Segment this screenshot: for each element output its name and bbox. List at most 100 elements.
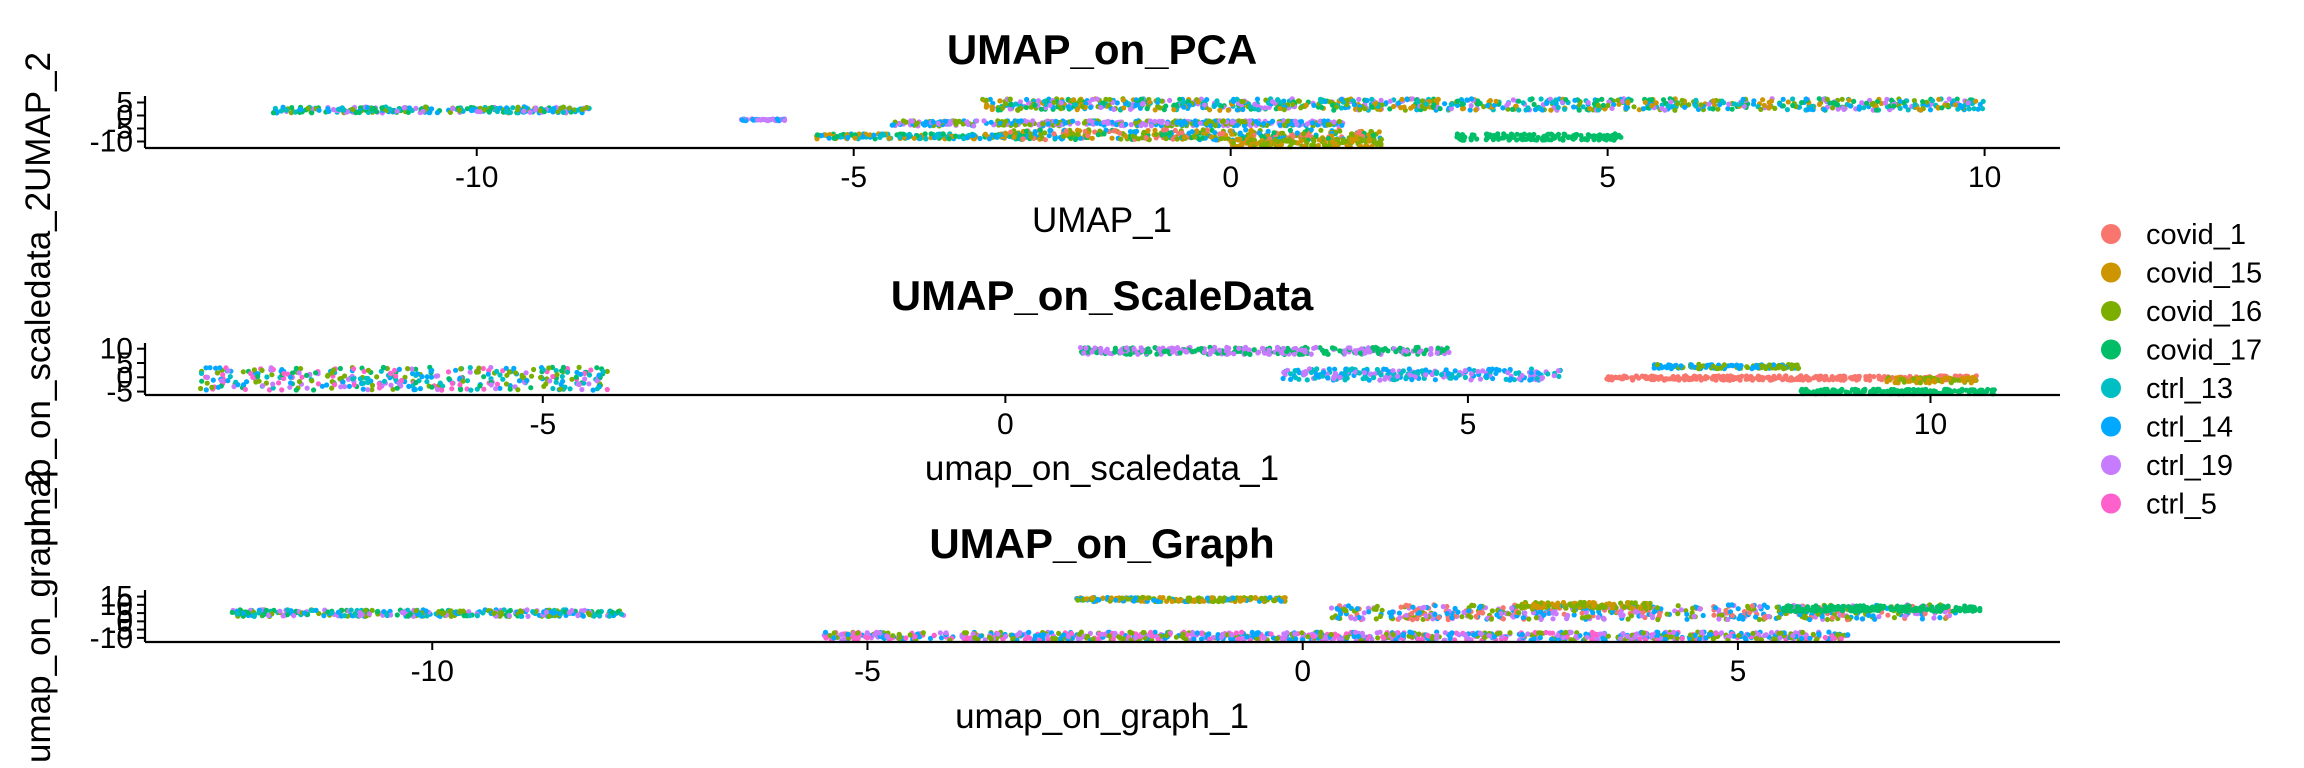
point-ctrl_14: [1468, 96, 1475, 102]
point-covid_16: [456, 107, 462, 113]
point-ctrl_14: [1212, 130, 1218, 136]
point-covid_16: [1759, 363, 1765, 369]
point-covid_16: [350, 106, 356, 113]
point-covid_16: [1631, 104, 1637, 110]
point-covid_16: [1272, 598, 1278, 604]
point-ctrl_13: [329, 610, 335, 616]
point-ctrl_19: [1308, 351, 1314, 357]
point-covid_17: [1514, 131, 1520, 137]
point-covid_16: [1775, 363, 1781, 369]
point-covid_16: [1615, 97, 1621, 103]
point-ctrl_13: [1456, 372, 1462, 378]
point-covid_17: [1565, 134, 1571, 141]
point-ctrl_19: [260, 383, 266, 389]
point-ctrl_13: [1041, 98, 1048, 104]
point-ctrl_14: [1127, 129, 1133, 135]
point-covid_17: [1579, 137, 1585, 143]
point-ctrl_13: [1155, 97, 1161, 103]
point-ctrl_14: [942, 118, 949, 124]
point-ctrl_13: [1580, 104, 1586, 110]
point-ctrl_19: [782, 117, 788, 123]
point-covid_16: [305, 105, 311, 111]
point-covid_16: [1795, 365, 1801, 371]
point-covid_15: [1108, 595, 1114, 601]
point-ctrl_13: [357, 376, 363, 382]
point-covid_17: [1370, 345, 1376, 351]
point-ctrl_14: [860, 134, 866, 140]
point-covid_17: [1851, 98, 1857, 104]
point-covid_1: [1652, 374, 1659, 380]
point-covid_17: [1806, 389, 1812, 395]
point-ctrl_13: [1693, 103, 1699, 109]
point-covid_17: [1375, 350, 1382, 356]
point-ctrl_13: [474, 613, 480, 619]
point-ctrl_14: [920, 121, 926, 127]
point-ctrl_14: [428, 374, 434, 380]
point-covid_16: [209, 384, 215, 390]
point-covid_16: [1140, 131, 1147, 137]
point-ctrl_14: [1381, 366, 1387, 372]
point-ctrl_13: [553, 379, 559, 385]
point-covid_16: [1220, 118, 1227, 124]
point-ctrl_13: [1214, 101, 1220, 107]
point-ctrl_19: [1394, 373, 1401, 379]
point-ctrl_13: [1180, 99, 1186, 106]
point-ctrl_13: [1293, 375, 1299, 381]
point-ctrl_14: [1213, 137, 1219, 143]
point-ctrl_14: [1032, 129, 1038, 135]
point-covid_17: [394, 612, 400, 618]
y-tick-label: 5: [116, 87, 133, 120]
point-covid_16: [559, 105, 566, 111]
point-ctrl_19: [1103, 349, 1109, 355]
point-ctrl_19: [357, 613, 363, 619]
point-ctrl_19: [1390, 368, 1396, 374]
point-ctrl_13: [923, 136, 929, 142]
point-covid_17: [1899, 388, 1906, 394]
x-tick-label: -5: [529, 408, 556, 441]
point-covid_17: [1319, 104, 1325, 111]
point-covid_17: [1247, 351, 1253, 357]
point-covid_17: [1514, 137, 1520, 143]
point-ctrl_14: [1740, 96, 1746, 102]
point-covid_17: [1977, 388, 1983, 394]
point-covid_16: [1420, 98, 1426, 104]
point-covid_16: [1170, 119, 1176, 125]
point-covid_17: [1548, 137, 1554, 143]
point-covid_16: [1107, 96, 1113, 103]
point-ctrl_19: [1480, 368, 1486, 374]
point-covid_15: [1208, 134, 1214, 140]
point-covid_15: [1254, 141, 1260, 147]
point-covid_17: [1397, 345, 1403, 351]
point-ctrl_14: [1364, 97, 1370, 104]
point-covid_15: [1209, 595, 1215, 601]
point-covid_17: [446, 376, 452, 382]
point-ctrl_19: [1241, 345, 1248, 352]
panel-title: UMAP_on_ScaleData: [891, 272, 1314, 319]
point-ctrl_19: [1159, 118, 1165, 124]
point-ctrl_19: [467, 369, 473, 375]
point-covid_15: [1194, 128, 1200, 134]
point-ctrl_19: [896, 120, 902, 126]
point-ctrl_19: [527, 109, 533, 115]
point-covid_17: [374, 109, 380, 115]
point-ctrl_14: [1406, 366, 1412, 372]
point-ctrl_13: [424, 379, 430, 385]
point-ctrl_19: [1089, 96, 1096, 103]
point-covid_16: [1340, 137, 1346, 143]
point-covid_1: [1179, 130, 1185, 136]
point-covid_17: [1037, 127, 1043, 133]
point-ctrl_19: [1726, 101, 1732, 107]
point-ctrl_13: [1905, 107, 1911, 113]
point-covid_15: [1760, 97, 1766, 103]
point-ctrl_14: [316, 107, 322, 113]
point-covid_16: [1337, 128, 1343, 134]
point-ctrl_5: [315, 381, 321, 387]
point-ctrl_5: [351, 382, 357, 388]
point-covid_16: [1281, 122, 1287, 128]
point-covid_16: [529, 373, 535, 379]
point-ctrl_13: [1516, 107, 1522, 113]
point-ctrl_19: [1247, 118, 1253, 124]
point-ctrl_19: [1223, 348, 1229, 354]
point-covid_15: [984, 102, 990, 108]
